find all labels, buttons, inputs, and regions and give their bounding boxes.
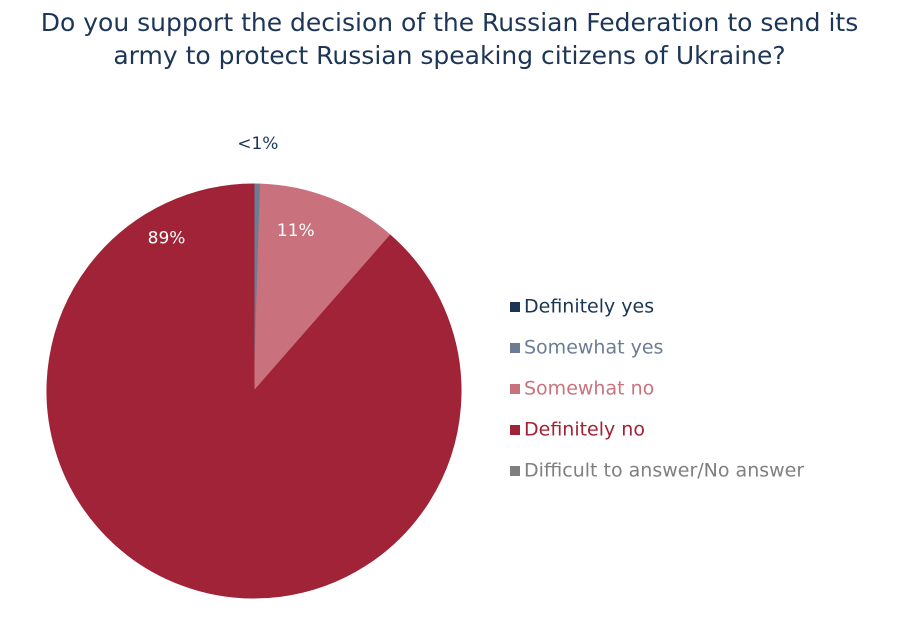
chart-title: Do you support the decision of the Russi… [40,8,859,70]
data-label: 11% [277,221,315,241]
legend-swatch [510,343,520,353]
pie-slice [253,183,392,393]
legend-label: Difficult to answer/No answer [524,460,804,482]
pie-slice [46,183,462,599]
legend-label: Definitely no [524,419,645,441]
legend-swatch [510,302,520,312]
data-label: <1% [237,134,278,154]
legend-swatch [510,384,520,394]
data-label: 89% [148,228,186,248]
legend-swatch [510,466,520,476]
legend-label: Definitely yes [524,296,654,318]
chart-title-box: Do you support the decision of the Russi… [0,6,899,72]
legend-label: Somewhat yes [524,337,663,359]
legend-swatch [510,425,520,435]
legend-label: Somewhat no [524,378,654,400]
